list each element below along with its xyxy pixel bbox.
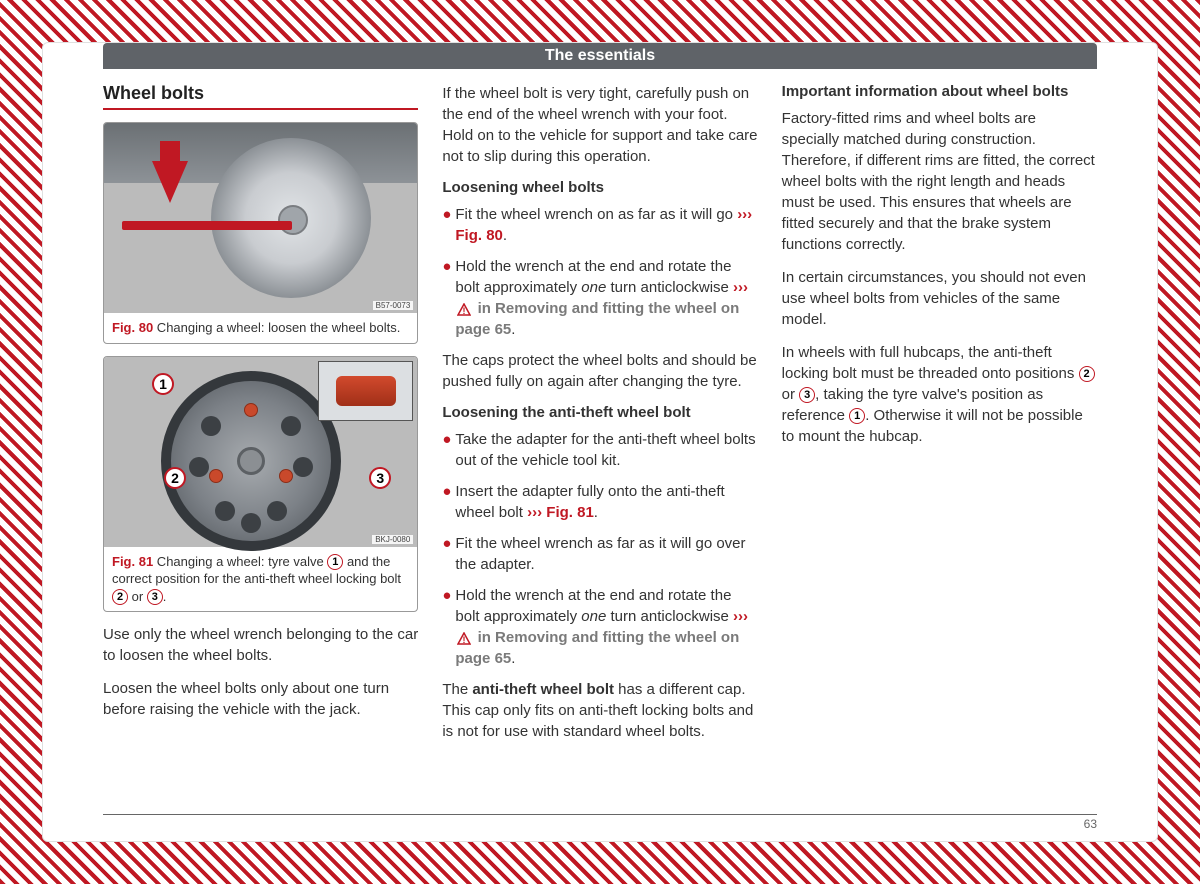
- figure-81-caption: Fig. 81 Changing a wheel: tyre valve 1 a…: [104, 547, 417, 612]
- marker-3-icon: 3: [799, 387, 815, 403]
- figure-81-label: Fig. 81: [112, 554, 153, 569]
- bullet-fit-wrench: ● Fit the wheel wrench on as far as it w…: [442, 204, 757, 246]
- page-ref: in Removing and fitting the wheel on pag…: [455, 300, 739, 338]
- bullet-take-adapter: ● Take the adapter for the anti-theft wh…: [442, 429, 757, 471]
- col3-para3: In wheels with full hubcaps, the anti-th…: [782, 342, 1097, 447]
- column-middle: If the wheel bolt is very tight, careful…: [442, 83, 757, 754]
- col3-para2: In certain circumstances, you should not…: [782, 267, 1097, 330]
- chevron-icon: ›››: [737, 206, 752, 223]
- svg-text:!: !: [463, 635, 466, 645]
- header-bar: The essentials: [103, 43, 1097, 69]
- bullet-rotate-adapter: ● Hold the wrench at the end and rotate …: [442, 585, 757, 669]
- figure-80-image: B57-0073: [104, 123, 417, 313]
- marker-1-icon: 1: [327, 554, 343, 570]
- footer-rule: [103, 814, 1097, 815]
- figure-80-caption: Fig. 80 Changing a wheel: loosen the whe…: [104, 313, 417, 343]
- figure-81-code: BKJ-0080: [372, 535, 413, 544]
- bullet-icon: ●: [442, 256, 451, 340]
- fig80-ref: Fig. 80: [455, 227, 503, 244]
- warning-icon: !: [457, 632, 471, 645]
- bullet-icon: ●: [442, 533, 451, 575]
- bullet-rotate-bolt: ● Hold the wrench at the end and rotate …: [442, 256, 757, 340]
- column-right: Important information about wheel bolts …: [782, 83, 1097, 754]
- marker-2-icon: 2: [112, 589, 128, 605]
- figure-81-box: 1 2 3 BKJ-0080 Fig. 81 Changing a wheel:…: [103, 356, 418, 613]
- svg-text:!: !: [463, 306, 466, 316]
- figure-80-label: Fig. 80: [112, 320, 153, 335]
- bullet-insert-adapter: ● Insert the adapter fully onto the anti…: [442, 481, 757, 523]
- fig81-ref: Fig. 81: [546, 504, 594, 521]
- bullet-fit-wrench-adapter: ● Fit the wheel wrench as far as it will…: [442, 533, 757, 575]
- col1-para1: Use only the wheel wrench belonging to t…: [103, 624, 418, 666]
- figure-81-image: 1 2 3 BKJ-0080: [104, 357, 417, 547]
- page-container: The essentials Wheel bolts B57-0073 Fig.…: [42, 42, 1158, 842]
- chevron-icon: ›››: [733, 279, 748, 296]
- bullet-icon: ●: [442, 481, 451, 523]
- figure-80-box: B57-0073 Fig. 80 Changing a wheel: loose…: [103, 122, 418, 344]
- col2-subhead-2: Loosening the anti-theft wheel bolt: [442, 404, 757, 421]
- column-left: Wheel bolts B57-0073 Fig. 80 Changing a …: [103, 83, 418, 754]
- col1-para2: Loosen the wheel bolts only about one tu…: [103, 678, 418, 720]
- chevron-icon: ›››: [733, 608, 748, 625]
- col2-para-top: If the wheel bolt is very tight, careful…: [442, 83, 757, 167]
- column-layout: Wheel bolts B57-0073 Fig. 80 Changing a …: [43, 83, 1157, 754]
- chevron-icon: ›››: [527, 504, 542, 521]
- col2-subhead-1: Loosening wheel bolts: [442, 179, 757, 196]
- col2-para-antitheft: The anti-theft wheel bolt has a differen…: [442, 679, 757, 742]
- col3-para1: Factory-fitted rims and wheel bolts are …: [782, 108, 1097, 255]
- marker-1-icon: 1: [849, 408, 865, 424]
- marker-2-icon: 2: [1079, 366, 1095, 382]
- page-ref: in Removing and fitting the wheel on pag…: [455, 629, 739, 667]
- col3-subhead: Important information about wheel bolts: [782, 83, 1097, 100]
- bullet-icon: ●: [442, 429, 451, 471]
- page-number: 63: [1084, 817, 1097, 831]
- adapter-inset: [318, 361, 413, 421]
- warning-icon: !: [457, 303, 471, 316]
- bullet-icon: ●: [442, 585, 451, 669]
- figure-80-code: B57-0073: [373, 301, 414, 310]
- section-title: Wheel bolts: [103, 83, 418, 110]
- col2-para-caps: The caps protect the wheel bolts and sho…: [442, 350, 757, 392]
- marker-3-icon: 3: [147, 589, 163, 605]
- bullet-icon: ●: [442, 204, 451, 246]
